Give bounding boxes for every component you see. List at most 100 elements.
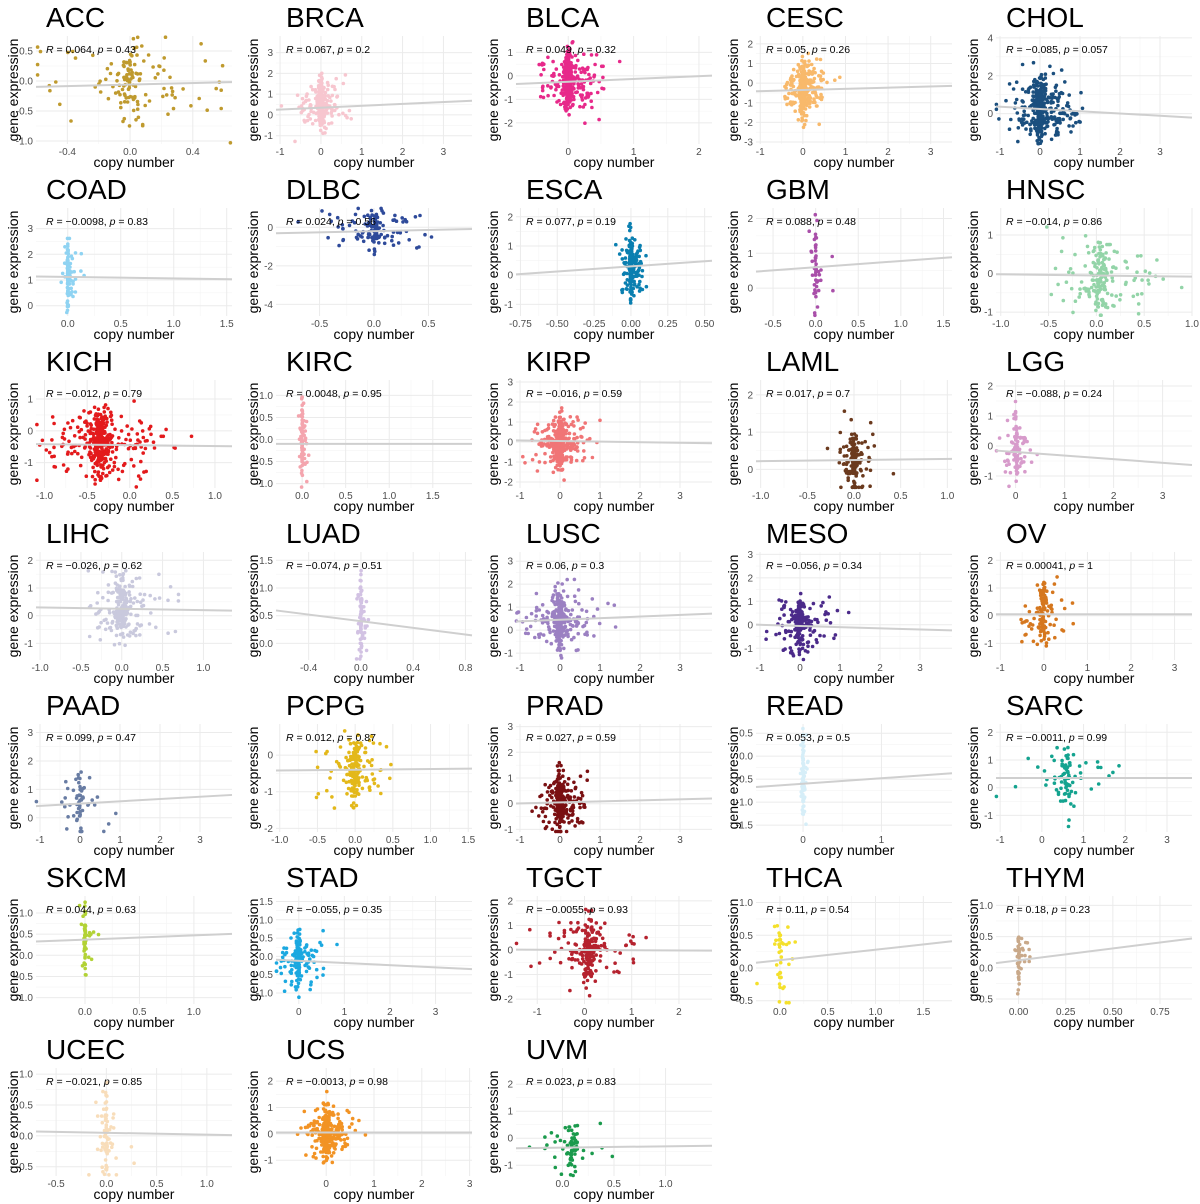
x-tick-label: -1: [996, 663, 1005, 674]
data-point: [1084, 234, 1088, 238]
y-tick-label: 1: [747, 428, 753, 439]
data-point: [91, 466, 95, 470]
data-point: [321, 122, 325, 126]
data-point: [556, 594, 560, 598]
data-point: [1015, 428, 1019, 432]
data-point: [143, 104, 147, 108]
data-point: [814, 243, 818, 247]
data-point: [140, 604, 144, 608]
data-point: [829, 621, 833, 625]
data-point: [821, 601, 825, 605]
data-point: [802, 658, 806, 662]
x-tick-label: 1.0: [940, 491, 954, 502]
data-point: [148, 594, 152, 598]
data-point: [579, 427, 583, 431]
data-point: [800, 627, 804, 631]
data-point: [1077, 120, 1081, 124]
data-point: [591, 597, 595, 601]
data-point: [141, 124, 145, 128]
data-point: [826, 447, 830, 451]
data-point: [1050, 608, 1054, 612]
data-point: [105, 435, 109, 439]
y-tick-label: 3: [747, 550, 753, 561]
data-point: [1038, 634, 1042, 638]
data-point: [809, 633, 813, 637]
data-point: [318, 118, 322, 122]
data-point: [304, 436, 308, 440]
data-point: [803, 616, 807, 620]
data-point: [1035, 112, 1039, 116]
data-point: [373, 253, 377, 257]
data-point: [550, 642, 554, 646]
data-point: [95, 601, 99, 605]
x-tick-label: 0.25: [658, 319, 678, 330]
data-point: [567, 90, 571, 94]
data-point: [791, 101, 795, 105]
data-point: [784, 96, 788, 100]
data-point: [134, 634, 138, 638]
data-point: [154, 626, 158, 630]
data-point: [109, 411, 113, 415]
x-tick-label: -0.50: [546, 319, 569, 330]
data-point: [1027, 90, 1031, 94]
data-point: [533, 430, 537, 434]
data-point: [813, 314, 817, 318]
data-point: [305, 92, 309, 96]
panel-title: LIHC: [46, 518, 110, 549]
data-point: [558, 73, 562, 77]
data-point: [791, 610, 795, 614]
data-point: [171, 90, 175, 94]
data-point: [806, 641, 810, 645]
data-point: [390, 239, 394, 243]
y-axis-label: gene expression: [245, 383, 261, 486]
x-tick-label: -1: [756, 663, 765, 674]
data-point: [205, 108, 209, 112]
data-point: [360, 235, 364, 239]
data-point: [606, 602, 610, 606]
data-point: [571, 85, 575, 89]
data-point: [326, 88, 330, 92]
data-point: [111, 450, 115, 454]
data-point: [71, 282, 75, 286]
data-point: [808, 607, 812, 611]
points: [995, 400, 1039, 488]
data-point: [132, 98, 136, 102]
regression-line: [756, 257, 952, 271]
data-point: [89, 422, 93, 426]
data-point: [118, 584, 122, 588]
data-point: [166, 599, 170, 603]
data-point: [1038, 76, 1042, 80]
data-point: [576, 632, 580, 636]
y-axis-label: gene expression: [965, 383, 981, 486]
x-axis-label: copy number: [1054, 498, 1135, 514]
y-axis-label: gene expression: [725, 39, 741, 142]
points: [355, 569, 370, 661]
data-point: [543, 429, 547, 433]
data-point: [825, 81, 829, 85]
data-point: [1003, 460, 1007, 464]
data-point: [785, 83, 789, 87]
data-point: [557, 85, 561, 89]
data-point: [581, 459, 585, 463]
data-point: [118, 642, 122, 646]
x-tick-label: 2: [696, 147, 702, 158]
data-point: [1148, 271, 1152, 275]
data-point: [1101, 245, 1105, 249]
data-point: [1112, 304, 1116, 308]
data-point: [814, 94, 818, 98]
data-point: [1054, 133, 1058, 137]
data-point: [1132, 295, 1136, 299]
y-tick-label: 1: [747, 597, 753, 608]
data-point: [811, 645, 815, 649]
y-axis-label: gene expression: [5, 39, 21, 142]
x-tick-label: 1.0: [208, 491, 222, 502]
x-axis-label: copy number: [94, 326, 175, 342]
data-point: [562, 628, 566, 632]
data-point: [810, 63, 814, 67]
data-point: [84, 433, 88, 437]
data-point: [337, 244, 341, 248]
data-point: [83, 445, 87, 449]
y-tick-label: 0: [987, 269, 993, 280]
